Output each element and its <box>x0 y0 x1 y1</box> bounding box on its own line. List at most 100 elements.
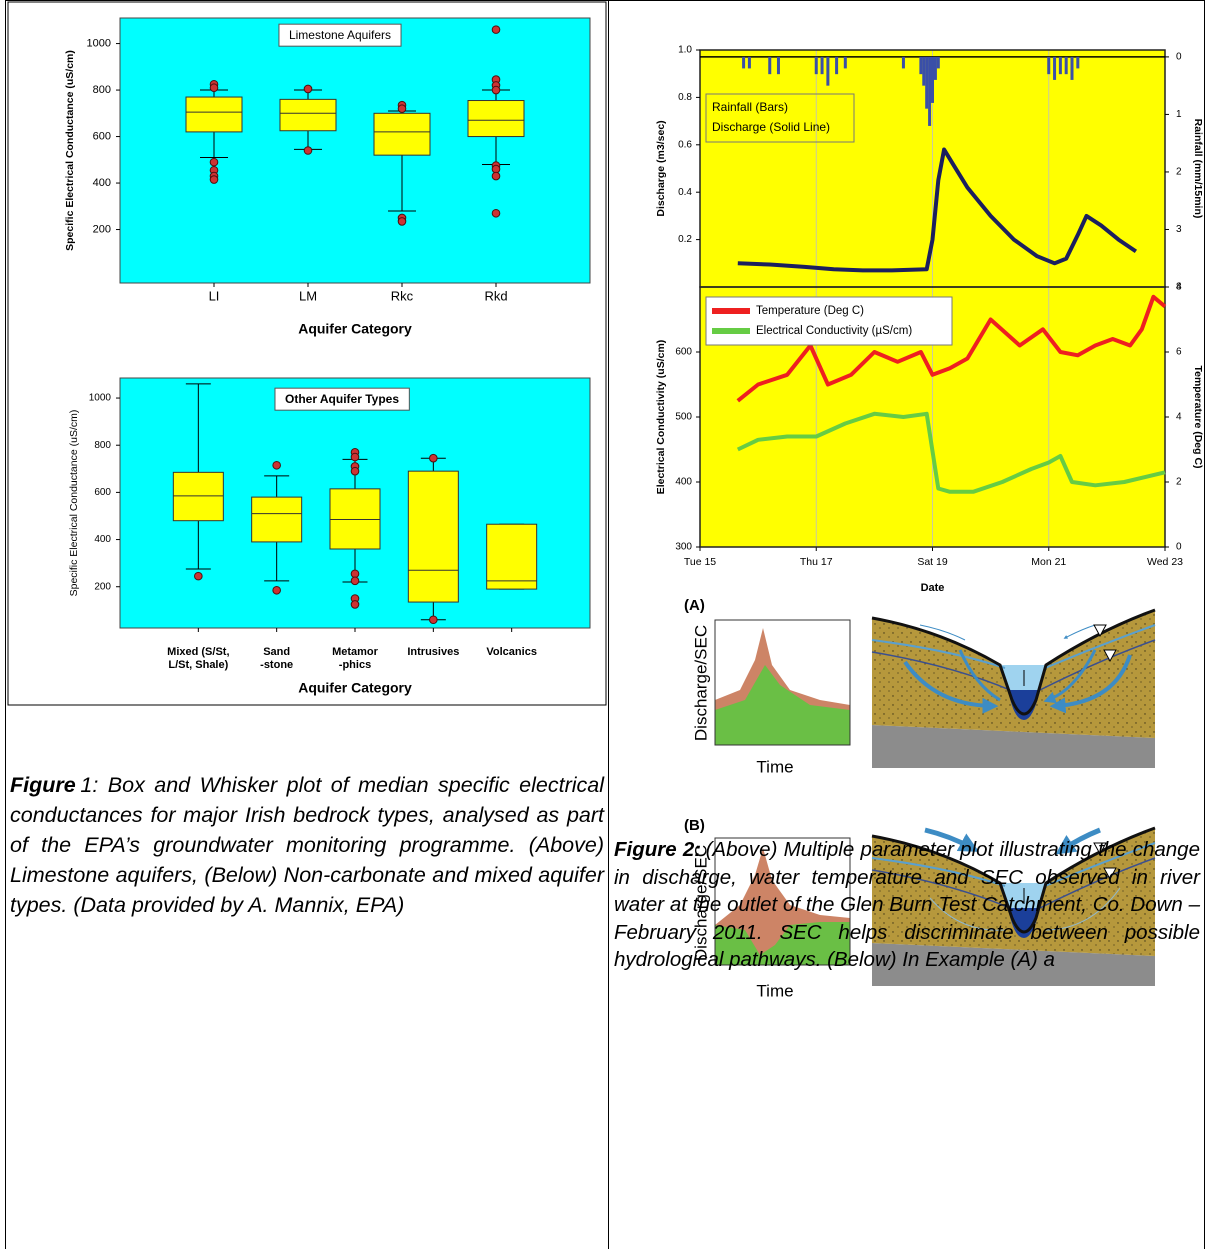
outlier <box>351 453 359 461</box>
x-tick-label: LM <box>299 288 317 303</box>
outlier <box>430 616 438 624</box>
y2-tick-label: 1 <box>1176 109 1182 120</box>
y2-tick-label: 4 <box>1176 412 1182 423</box>
x-tick-label: Metamor <box>332 646 379 658</box>
x-tick-label: Intrusives <box>407 646 459 658</box>
x-tick-label: LI <box>209 288 220 303</box>
y-tick-label: 0.6 <box>678 139 692 150</box>
figure-caption: Figure1: Box and Whisker plot of median … <box>10 770 604 920</box>
rain-bar <box>821 57 824 74</box>
x-axis-label: Aquifer Category <box>298 680 412 696</box>
x-tick-label: Mon 21 <box>1031 556 1066 568</box>
outlier <box>492 86 500 94</box>
rain-bar <box>902 57 905 69</box>
y-tick-label: 600 <box>675 347 692 358</box>
y2-tick-label: 2 <box>1176 477 1182 488</box>
rain-bar <box>1065 57 1068 74</box>
caption-text: (Above) Multiple parameter plot illustra… <box>614 838 1200 971</box>
outlier <box>398 105 406 113</box>
rain-bar <box>768 57 771 74</box>
x-tick-label: Rkd <box>484 288 507 303</box>
x-tick-label: -phics <box>339 659 371 671</box>
legend-label: Temperature (Deg C) <box>756 305 864 317</box>
y-tick-label: 500 <box>675 412 692 423</box>
x-tick-label: -stone <box>260 659 293 671</box>
y-axis-label: Electrical Conductivity (uS/cm) <box>655 340 667 495</box>
box-chart: 2004006008001000LILMRkcRkdLimestone Aqui… <box>64 18 590 337</box>
rain-bar <box>934 57 937 80</box>
legend-label: Electrical Conductivity (µS/cm) <box>756 325 912 337</box>
y-tick-label: 1000 <box>89 393 112 404</box>
x-tick-label: Mixed (S/St, <box>167 646 229 658</box>
rain-bar <box>748 57 751 69</box>
y-tick-label: 200 <box>94 581 111 592</box>
diagram-y-label: Discharge/SEC <box>691 625 710 741</box>
y-tick-label: 800 <box>93 84 111 96</box>
diagram-x-label: Time <box>756 981 793 1000</box>
box <box>487 524 537 589</box>
x-tick-label: Sat 19 <box>917 556 948 568</box>
rain-bar <box>1053 57 1056 80</box>
y-tick-label: 0.2 <box>678 234 692 245</box>
outlier <box>273 586 281 594</box>
x-tick-label: Thu 17 <box>800 556 833 568</box>
rain-bar <box>815 57 818 74</box>
outlier <box>492 26 500 34</box>
y2-axis-label: Temperature (Deg C) <box>1192 365 1204 468</box>
rain-bar <box>937 57 940 69</box>
y-tick-label: 0.4 <box>678 187 692 198</box>
rain-bar <box>925 57 928 109</box>
diagram-a: (A) Discharge/SEC Time <box>684 597 1155 777</box>
outlier <box>492 172 500 180</box>
rain-bar <box>826 57 829 86</box>
box-chart: 2004006008001000Mixed (S/St,L/St, Shale)… <box>68 378 590 696</box>
y-tick-label: 600 <box>94 487 111 498</box>
y2-tick-label: 0 <box>1176 52 1182 63</box>
box <box>186 97 242 132</box>
y-tick-label: 400 <box>94 534 111 545</box>
x-tick-label: Rkc <box>391 288 414 303</box>
outlier <box>210 84 218 92</box>
legend-label: Rainfall (Bars) <box>712 100 788 114</box>
y-tick-label: 400 <box>93 177 111 189</box>
y-tick-label: 300 <box>675 542 692 553</box>
outlier <box>351 467 359 475</box>
y-axis-label: Discharge (m3/sec) <box>655 120 667 216</box>
outlier <box>351 570 359 578</box>
box <box>252 497 302 542</box>
outlier <box>304 85 312 93</box>
outlier <box>195 572 203 580</box>
diagram-label: (B) <box>684 817 705 834</box>
y-tick-label: 0.8 <box>678 92 692 103</box>
rain-bar <box>1071 57 1074 80</box>
rain-bar <box>1047 57 1050 74</box>
outlier <box>351 601 359 609</box>
diagram-x-label: Time <box>756 757 793 776</box>
y-tick-label: 400 <box>675 477 692 488</box>
y2-tick-label: 3 <box>1176 224 1182 235</box>
x-axis-label: Date <box>921 582 945 594</box>
rain-bar <box>844 57 847 69</box>
y-tick-label: 1000 <box>87 37 111 49</box>
x-tick-label: L/St, Shale) <box>168 659 228 671</box>
box <box>408 471 458 602</box>
box <box>173 472 223 520</box>
box <box>330 489 380 549</box>
rain-bar <box>835 57 838 74</box>
x-tick-label: Sand <box>263 646 290 658</box>
rain-bar <box>777 57 780 74</box>
chart-title: Limestone Aquifers <box>289 28 391 42</box>
y2-tick-label: 8 <box>1176 282 1182 293</box>
outlier <box>492 165 500 173</box>
x-tick-label: Volcanics <box>486 646 537 658</box>
outlier <box>304 147 312 155</box>
figure-caption: Figure 2:(Above) Multiple parameter plot… <box>614 836 1200 974</box>
rain-bar <box>1059 57 1062 74</box>
rain-bar <box>742 57 745 69</box>
caption-label: Figure <box>10 773 76 797</box>
outlier <box>398 218 406 226</box>
y2-tick-label: 2 <box>1176 167 1182 178</box>
figures: (A) Discharge/SEC Time (B) Discharge/SEC <box>0 0 1206 1249</box>
y2-tick-label: 6 <box>1176 347 1182 358</box>
